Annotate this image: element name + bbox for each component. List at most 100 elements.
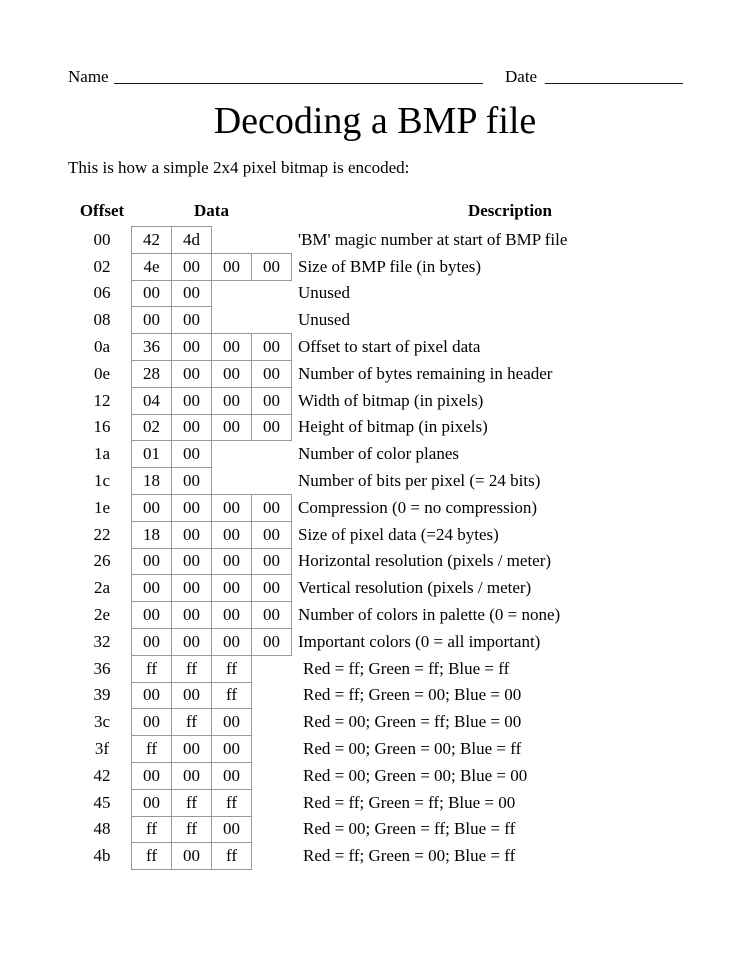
table-row: 00 42 4d 'BM' magic number at start of BM…: [0, 226, 750, 254]
table-header: Offset Data Description: [0, 201, 750, 221]
description-column-header: Description: [467, 201, 553, 220]
table-row: 1c 18 00 Number of bits per pixel (= 24 b…: [0, 467, 750, 495]
byte-cell: 00: [251, 413, 292, 442]
description-cell: Red = ff; Green = ff; Blue = 00: [303, 792, 516, 812]
byte-cell: 18: [131, 467, 172, 495]
byte-cell: 00: [131, 708, 172, 737]
byte-cell: 00: [131, 279, 172, 308]
byte-cells: 00 00 00 00: [131, 627, 292, 656]
byte-cells: ff ff 00: [131, 815, 252, 844]
offset-cell: 1a: [93, 444, 111, 464]
byte-cells: 42 4d: [131, 226, 212, 254]
byte-cell: 00: [171, 306, 212, 335]
offset-cell: 12: [93, 390, 111, 410]
date-blank-line: [545, 83, 683, 84]
intro-text: This is how a simple 2x4 pixel bitmap is…: [68, 158, 410, 177]
byte-cell: 00: [251, 547, 292, 576]
byte-cell: 00: [171, 547, 212, 576]
page-title: Decoding a BMP file: [213, 100, 537, 142]
byte-cells: 04 00 00 00: [131, 386, 292, 415]
table-row: 1a 01 00 Number of color planes: [0, 440, 750, 469]
offset-cell: 1e: [93, 497, 111, 517]
byte-cell: 00: [211, 574, 252, 603]
offset-cell: 4b: [93, 846, 111, 866]
offset-cell: 36: [93, 658, 111, 678]
byte-cells: ff 00 ff: [131, 842, 252, 871]
table-row: 2a 00 00 00 00 Vertical resolution (pixels …: [0, 574, 750, 603]
offset-cell: 0e: [93, 363, 111, 383]
byte-cell: 00: [171, 440, 212, 469]
byte-cell: 04: [131, 386, 172, 415]
offset-cell: 3f: [94, 739, 110, 759]
byte-cell: 00: [211, 359, 252, 388]
byte-cell: 00: [251, 493, 292, 522]
byte-cell: ff: [131, 735, 172, 763]
byte-cell: ff: [131, 815, 172, 844]
byte-cell: 00: [251, 574, 292, 603]
byte-cell: 00: [251, 252, 292, 281]
byte-cell: 00: [171, 735, 212, 763]
description-cell: Red = 00; Green = ff; Blue = ff: [303, 819, 516, 839]
byte-cell: 00: [211, 761, 252, 790]
table-row: 39 00 00 ff Red = ff; Green = 00; Blue = 0…: [0, 681, 750, 710]
description-cell: Red = 00; Green = 00; Blue = 00: [303, 765, 528, 785]
byte-cells: 28 00 00 00: [131, 359, 292, 388]
byte-cell: 01: [131, 440, 172, 469]
byte-cell: 00: [131, 681, 172, 710]
byte-cell: 36: [131, 333, 172, 361]
table-row: 26 00 00 00 00 Horizontal resolution (pixel…: [0, 547, 750, 576]
byte-cells: ff ff ff: [131, 654, 252, 683]
table-row: 06 00 00 Unused: [0, 279, 750, 308]
byte-cell: 00: [131, 601, 172, 629]
description-cell: Horizontal resolution (pixels / meter): [298, 551, 552, 571]
description-cell: Number of colors in palette (0 = none): [298, 605, 561, 625]
byte-cell: 00: [251, 627, 292, 656]
byte-cell: 00: [211, 333, 252, 361]
byte-cell: 00: [171, 681, 212, 710]
byte-cell: 00: [211, 520, 252, 549]
description-cell: Number of bits per pixel (= 24 bits): [298, 471, 541, 491]
byte-cells: 00 00 00: [131, 761, 252, 790]
byte-cell: 00: [171, 574, 212, 603]
byte-cell: 00: [251, 333, 292, 361]
byte-cell: 00: [131, 627, 172, 656]
byte-cell: 00: [251, 359, 292, 388]
byte-cell: ff: [131, 654, 172, 683]
byte-cell: 00: [131, 306, 172, 335]
byte-cell: ff: [171, 788, 212, 817]
byte-cell: 00: [211, 815, 252, 844]
byte-cell: 00: [211, 627, 252, 656]
description-cell: Red = 00; Green = 00; Blue = ff: [303, 739, 522, 759]
byte-cell: 00: [211, 386, 252, 415]
byte-cell: 00: [171, 359, 212, 388]
table-row: 36 ff ff ff Red = ff; Green = ff; Blue = f…: [0, 654, 750, 683]
description-cell: Number of bytes remaining in header: [298, 363, 553, 383]
table-row: 2e 00 00 00 00 Number of colors in palette …: [0, 601, 750, 629]
description-cell: 'BM' magic number at start of BMP file: [298, 229, 568, 249]
table-row: 3c 00 ff 00 Red = 00; Green = ff; Blue = 0…: [0, 708, 750, 737]
byte-cell: ff: [131, 842, 172, 871]
offset-cell: 0a: [93, 337, 111, 357]
byte-cells: 00 00 ff: [131, 681, 252, 710]
byte-cell: 00: [171, 467, 212, 495]
table-row: 16 02 00 00 00 Height of bitmap (in pixels): [0, 413, 750, 442]
offset-cell: 39: [93, 685, 111, 705]
table-row: 1e 00 00 00 00 Compression (0 = no compress…: [0, 493, 750, 522]
byte-cell: 00: [131, 788, 172, 817]
table-row: 42 00 00 00 Red = 00; Green = 00; Blue = 0…: [0, 761, 750, 790]
byte-cell: 00: [131, 493, 172, 522]
byte-cell: 28: [131, 359, 172, 388]
description-cell: Offset to start of pixel data: [298, 337, 481, 357]
byte-cells: 00 00: [131, 279, 212, 308]
description-cell: Size of pixel data (=24 bytes): [298, 524, 499, 544]
byte-cell: 4e: [131, 252, 172, 281]
byte-cell: 00: [251, 520, 292, 549]
byte-cell: 00: [131, 547, 172, 576]
description-cell: Number of color planes: [298, 444, 459, 464]
byte-cells: 00 00: [131, 306, 212, 335]
offset-cell: 3c: [93, 712, 111, 732]
byte-cells: 18 00 00 00: [131, 520, 292, 549]
byte-cells: 02 00 00 00: [131, 413, 292, 442]
byte-cells: 01 00: [131, 440, 212, 469]
byte-cell: 00: [171, 493, 212, 522]
